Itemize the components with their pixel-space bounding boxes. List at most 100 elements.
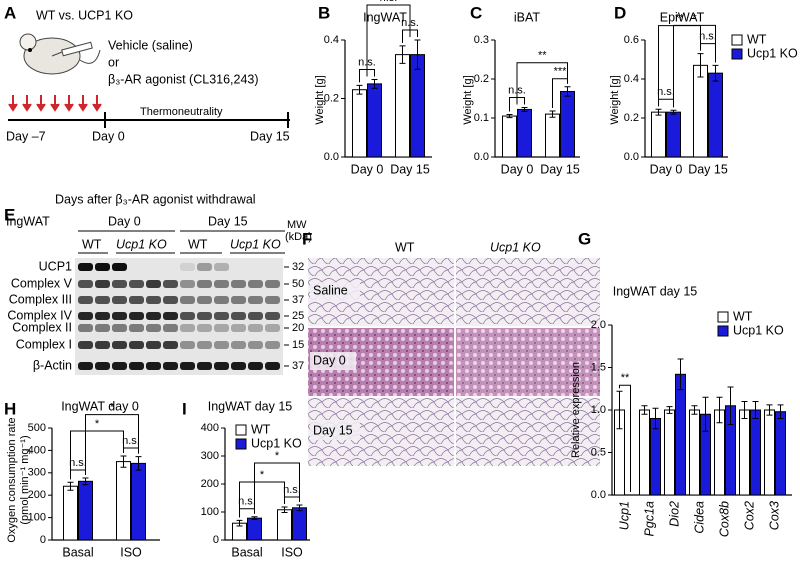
panel-label: B <box>318 3 330 22</box>
bar <box>775 411 786 496</box>
blot-band <box>214 341 229 349</box>
blot-band <box>231 324 246 332</box>
blot-band <box>78 324 93 332</box>
blot-row-label: β-Actin <box>33 358 72 372</box>
histology-row: Day 15 <box>313 423 353 437</box>
blot-band <box>163 312 178 320</box>
blot-band <box>129 280 144 288</box>
blot-band <box>214 312 229 320</box>
condition-label: Thermoneutrality <box>140 106 223 118</box>
significance-label: n.s. <box>657 86 675 98</box>
blot-band <box>112 263 127 271</box>
blot-band <box>146 341 161 349</box>
blot-band <box>78 280 93 288</box>
x-tick-label: Ucp1 <box>617 501 631 530</box>
error-bar <box>281 506 288 514</box>
legend-label: WT <box>733 309 753 323</box>
panel-labels: A B C D E F G H I <box>4 3 626 418</box>
x-tick-label: Basal <box>231 545 262 559</box>
error-bar <box>716 396 723 424</box>
blot-band <box>78 312 93 320</box>
error-bar <box>135 456 142 471</box>
legend-swatch <box>717 325 729 337</box>
chart-title: iBAT <box>514 10 541 24</box>
bar <box>750 409 761 496</box>
error-bar <box>702 396 709 432</box>
error-bar <box>666 406 673 414</box>
schematic-title: WT vs. UCP1 KO <box>36 8 133 22</box>
blot-band <box>214 324 229 332</box>
chart-title: IngWAT <box>363 10 407 24</box>
schematic: WT vs. UCP1 KO Vehicle (saline) or β₃-AR… <box>6 8 290 143</box>
blot-band <box>214 296 229 304</box>
treatment-text: β₃-AR agonist (CL316,243) <box>108 72 259 86</box>
chart: IngWAT Weight [g] 0.0 0.2 0.4 Day 0 Day 15 n.s.… <box>314 0 432 176</box>
y-tick-label: 0.0 <box>324 151 339 163</box>
label-bg <box>310 352 356 370</box>
panel-label: G <box>578 229 591 248</box>
x-tick-label: ISO <box>281 545 303 559</box>
y-axis-label: Oxygen consumption rate <box>6 417 18 542</box>
mw-marker: 50 <box>292 278 304 290</box>
x-tick-label: Day 0 <box>501 162 534 176</box>
blot-band <box>112 341 127 349</box>
blot-band <box>231 341 246 349</box>
bar <box>664 409 675 496</box>
mw-marker: 32 <box>292 261 304 273</box>
error-bar <box>82 477 89 486</box>
blot-band <box>78 296 93 304</box>
error-bar <box>766 404 773 416</box>
y-tick-label: 1.5 <box>591 361 606 373</box>
blot-band <box>146 312 161 320</box>
y-tick-label: 0.5 <box>591 446 606 458</box>
significance-bracket <box>239 481 285 518</box>
blot-band <box>265 263 280 271</box>
mw-marker: 25 <box>292 310 304 322</box>
blot-row-label: Complex II <box>12 320 72 334</box>
legend-label: WT <box>251 422 271 436</box>
y-tick-label: 0.2 <box>324 92 339 104</box>
y-tick-label: 0.1 <box>474 112 489 124</box>
blot-band <box>78 263 93 271</box>
blot-band <box>180 263 195 271</box>
bar <box>739 409 750 496</box>
blot-band <box>248 280 263 288</box>
mw-header: (kDa) <box>285 231 312 243</box>
blot-band <box>265 296 280 304</box>
genotype: Ucp1 KO <box>230 237 281 251</box>
significance-bracket <box>700 43 716 63</box>
significance-bracket <box>123 447 139 454</box>
significance-bracket <box>254 462 300 514</box>
bar <box>651 111 666 158</box>
bar <box>63 485 78 541</box>
blot-band <box>129 362 144 370</box>
error-bar <box>67 481 74 491</box>
blot-band <box>78 341 93 349</box>
significance-label: * <box>95 418 100 430</box>
histology: WT Ucp1 KO Saline Day 0 Day 15 <box>308 240 600 466</box>
error-bar <box>356 84 363 95</box>
panel-label: F <box>302 229 312 248</box>
chart-title: IngWAT day 0 <box>61 399 139 413</box>
panel-label: A <box>4 3 16 22</box>
blot-band <box>180 362 195 370</box>
chart: IngWAT day 15 Relative expression 0.0 0.5 1.… <box>570 284 792 537</box>
blot-band <box>265 312 280 320</box>
blot-band <box>248 263 263 271</box>
error-bar <box>741 401 748 419</box>
y-tick-label: 500 <box>28 422 46 434</box>
blot-band <box>129 324 144 332</box>
bar <box>292 507 307 541</box>
significance-bracket <box>284 496 300 504</box>
y-tick-label: 0.2 <box>474 73 489 85</box>
blot-day: Day 0 <box>108 214 141 228</box>
significance-label: n.s. <box>69 457 87 469</box>
genotype: Ucp1 KO <box>116 237 167 251</box>
bar <box>367 83 382 158</box>
chart-title: EpiWAT <box>660 10 705 24</box>
bar <box>666 111 681 158</box>
mw-marker: 15 <box>292 339 304 351</box>
significance-bracket <box>85 414 139 475</box>
blot-band <box>197 263 212 271</box>
